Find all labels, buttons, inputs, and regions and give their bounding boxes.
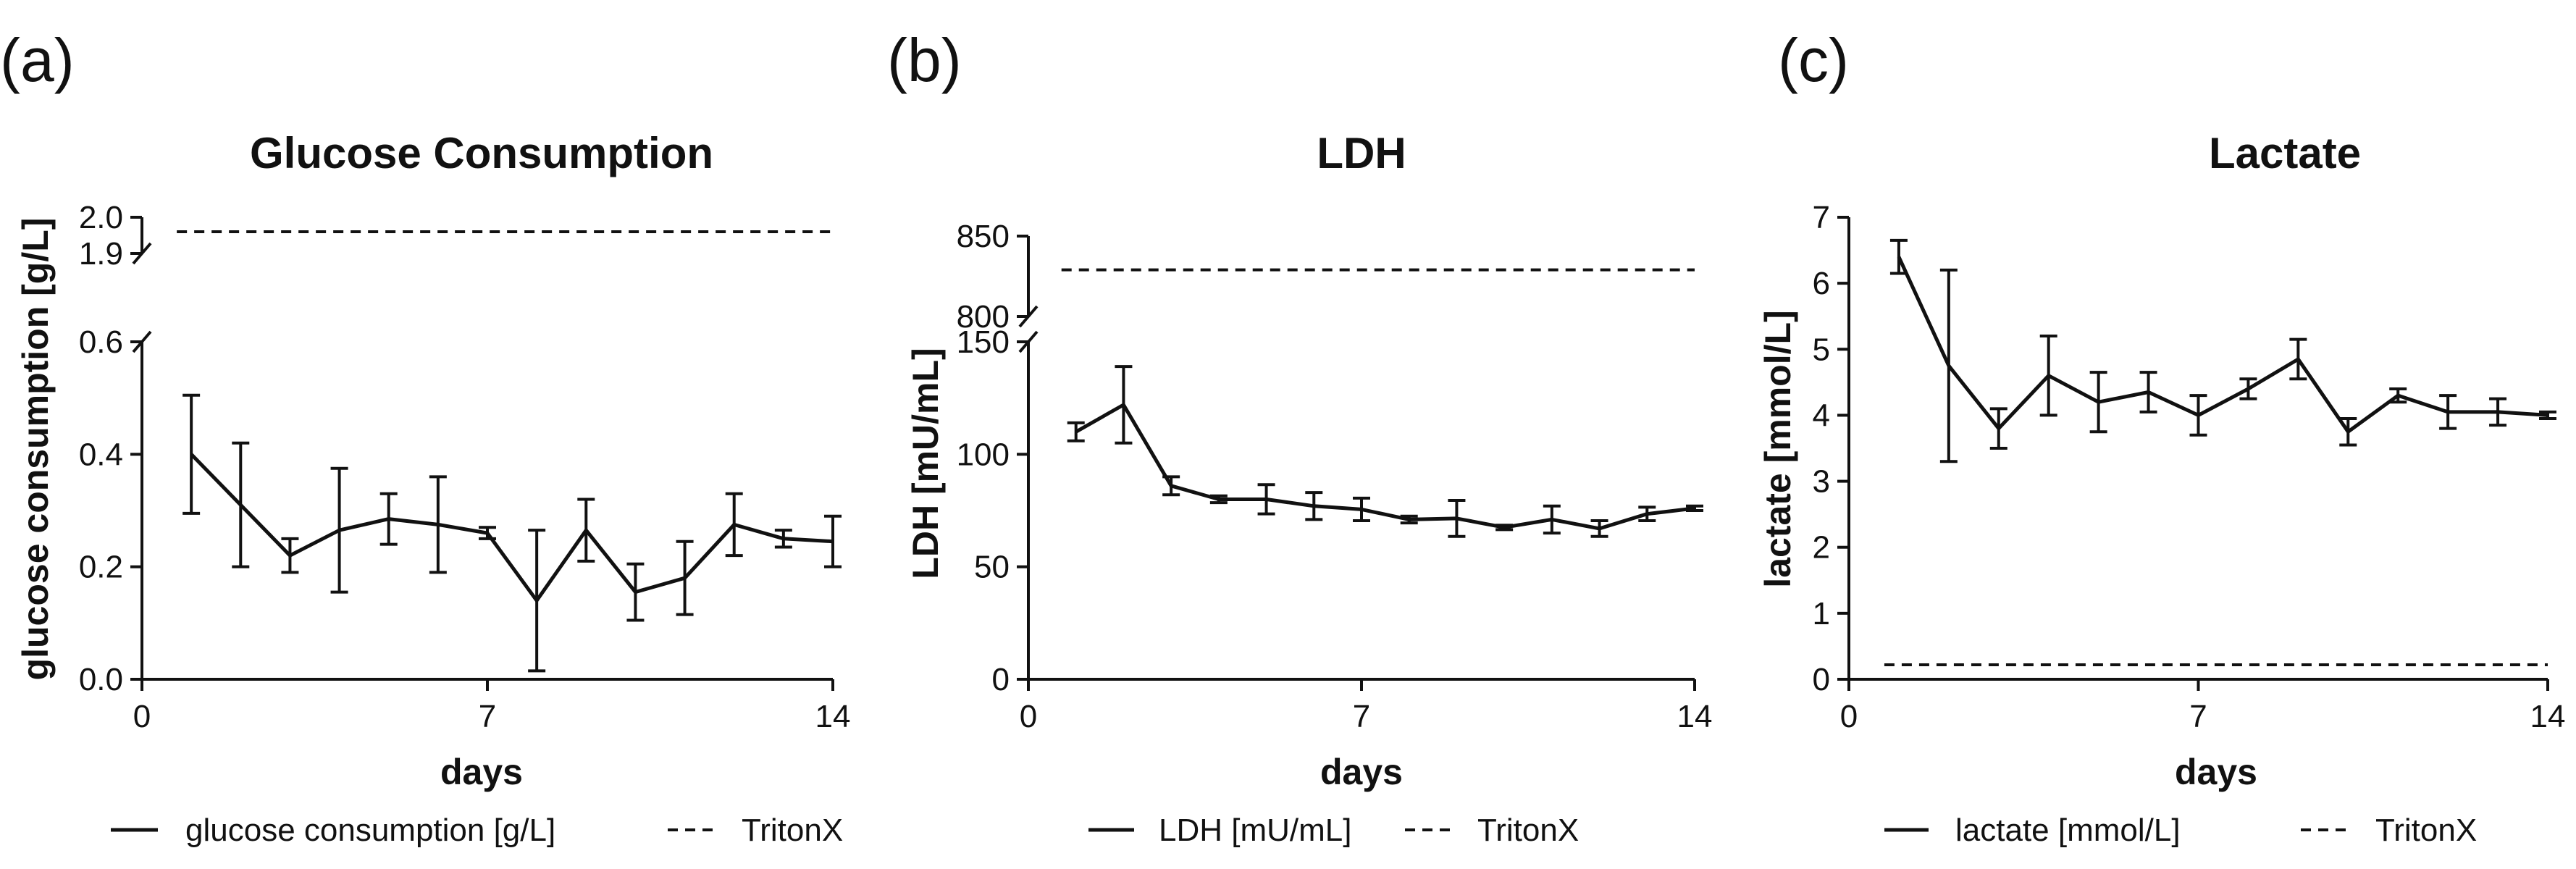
x-tick-label: 0	[133, 699, 151, 734]
y-tick-label: 0.2	[79, 550, 123, 585]
title-c: Lactate	[2209, 129, 2361, 177]
y-tick-label: 100	[957, 437, 1010, 472]
series-line	[1075, 403, 1695, 531]
legend-series-label-a: glucose consumption [g/L]	[185, 813, 555, 848]
panel-label-c: (c)	[1778, 26, 1849, 94]
x-tick-label: 0	[1020, 699, 1037, 734]
x-tick-label: 0	[1840, 699, 1858, 734]
y-tick-label: 0	[992, 662, 1010, 697]
panel-b: (b) LDH LDH [mU/mL] days 0 7 14 0 50 100 15080…	[887, 26, 1712, 848]
y-tick-label: 0.0	[79, 662, 123, 697]
title-b: LDH	[1317, 129, 1406, 177]
legend-a: glucose consumption [g/L] TritonX	[111, 813, 843, 848]
legend-c: lactate [mmol/L] TritonX	[1884, 813, 2477, 848]
panel-c: (c) Lactate lactate [mmol/L] days 0 7 1401…	[1758, 26, 2565, 848]
y-tick-label: 5	[1813, 332, 1830, 367]
y-tick-label: 2	[1813, 530, 1830, 566]
legend-series-label-c: lactate [mmol/L]	[1955, 813, 2181, 848]
panel-a: (a) Glucose Consumption glucose consumpt…	[0, 26, 850, 848]
x-tick-label: 14	[1677, 699, 1713, 734]
ylabel-c: lactate [mmol/L]	[1758, 310, 1798, 587]
x-tick-label: 7	[1353, 699, 1370, 734]
series-line	[190, 453, 834, 603]
x-tick-label: 7	[479, 699, 496, 734]
legend-b: LDH [mU/mL] TritonX	[1088, 813, 1579, 848]
panel-label-a: (a)	[0, 26, 75, 94]
plot-c: 0 7 14 0 1 2 3 4 5 6 7	[1813, 200, 2566, 734]
y-tick-label: 6	[1813, 266, 1830, 301]
x-tick-label: 14	[815, 699, 851, 734]
y-tick-label: 1.9	[79, 236, 123, 272]
y-tick-label: 4	[1813, 398, 1830, 433]
y-tick-label: 800	[957, 299, 1010, 335]
legend-tritonx-label-c: TritonX	[2375, 813, 2477, 848]
legend-tritonx-label-a: TritonX	[742, 813, 843, 848]
xlabel-c: days	[2175, 752, 2257, 792]
series-line	[1897, 256, 2548, 434]
panel-label-b: (b)	[887, 26, 962, 94]
y-tick-label: 2.0	[79, 200, 123, 235]
y-tick-label: 0.6	[79, 324, 123, 360]
y-tick-label: 50	[974, 550, 1010, 585]
ylabel-b: LDH [mU/mL]	[905, 348, 946, 579]
y-tick-label: 850	[957, 219, 1010, 254]
y-tick-label: 0	[1813, 662, 1830, 697]
y-tick-label: 150	[957, 324, 1010, 360]
y-tick-label: 3	[1813, 464, 1830, 500]
legend-series-label-b: LDH [mU/mL]	[1159, 813, 1351, 848]
y-tick-label: 0.4	[79, 437, 123, 472]
x-tick-label: 7	[2189, 699, 2207, 734]
xlabel-b: days	[1320, 752, 1403, 792]
plot-a: 0 7 14 0.0 0.2 0.4 0.6 1.92.0	[79, 200, 851, 734]
title-a: Glucose Consumption	[250, 129, 713, 177]
y-tick-label: 1	[1813, 596, 1830, 631]
legend-tritonx-label-b: TritonX	[1477, 813, 1579, 848]
xlabel-a: days	[440, 752, 523, 792]
ylabel-a: glucose consumption [g/L]	[15, 218, 56, 681]
y-tick-label: 7	[1813, 200, 1830, 235]
x-tick-label: 14	[2530, 699, 2566, 734]
